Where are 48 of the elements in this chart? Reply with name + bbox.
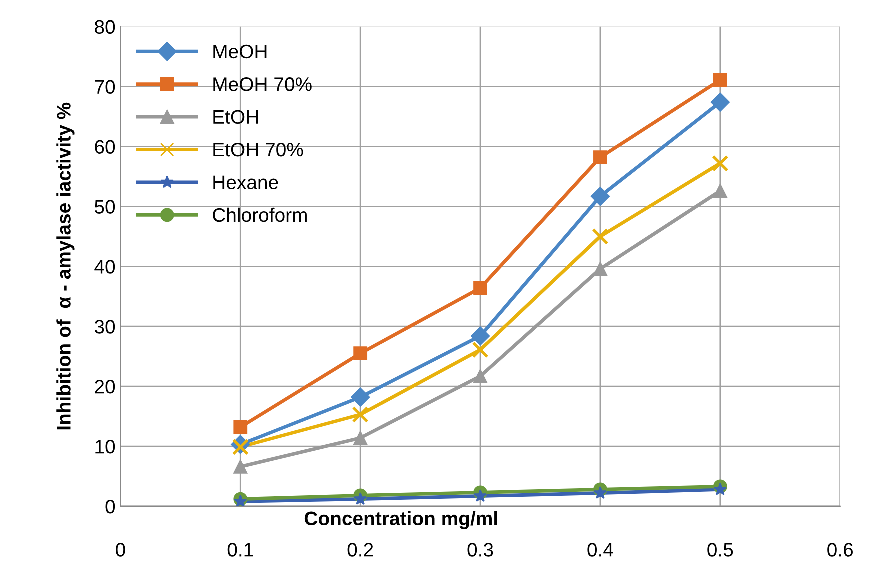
point <box>714 482 728 496</box>
y-tick-label: 20 <box>95 380 116 394</box>
point <box>234 494 248 506</box>
point <box>594 262 608 276</box>
point <box>354 431 368 446</box>
legend-label: Chloroform <box>213 208 307 222</box>
legend-label: EtOH 70% <box>214 142 304 157</box>
x-tick-label: 0.3 <box>468 543 494 557</box>
point <box>354 492 368 506</box>
point <box>474 489 488 502</box>
y-tick-label: 80 <box>95 20 116 34</box>
point <box>594 150 608 164</box>
point <box>354 346 368 361</box>
x-tick-label: 0.1 <box>228 543 254 557</box>
point <box>352 406 369 424</box>
y-tick-label: 40 <box>94 260 116 274</box>
y-tick-label: 30 <box>94 320 116 334</box>
x-axis-title: Concentration mg/ml <box>304 511 498 530</box>
point <box>592 228 609 246</box>
x-tick-label: 0 <box>116 543 126 557</box>
x-tick-label: 0.4 <box>588 543 614 557</box>
point <box>713 184 728 198</box>
point <box>590 186 610 206</box>
point <box>351 388 370 407</box>
y-axis-title: Inhibition of α - amylase iactivity % <box>56 102 75 430</box>
point <box>234 420 248 434</box>
point <box>710 92 730 112</box>
y-tick-label: 0 <box>106 500 116 514</box>
y-tick-label: 50 <box>94 200 116 214</box>
legend-label: EtOH <box>214 110 258 124</box>
x-tick-label: 0.5 <box>708 543 734 557</box>
legend-label: MeOH 70% <box>214 78 312 92</box>
point <box>594 486 608 500</box>
legend-label: Hexane <box>214 176 278 190</box>
y-tick-label: 60 <box>95 140 116 154</box>
x-tick-label: 0.6 <box>828 543 854 557</box>
x-tick-label: 0.2 <box>348 543 374 557</box>
point <box>234 460 248 474</box>
point <box>470 326 490 346</box>
y-tick-label: 70 <box>95 80 116 94</box>
point <box>713 73 728 88</box>
point <box>472 342 489 358</box>
legend-label: MeOH <box>214 44 267 59</box>
point <box>712 155 729 172</box>
y-tick-label: 10 <box>96 440 116 454</box>
point <box>232 438 249 456</box>
point <box>474 281 488 296</box>
point <box>474 369 488 384</box>
